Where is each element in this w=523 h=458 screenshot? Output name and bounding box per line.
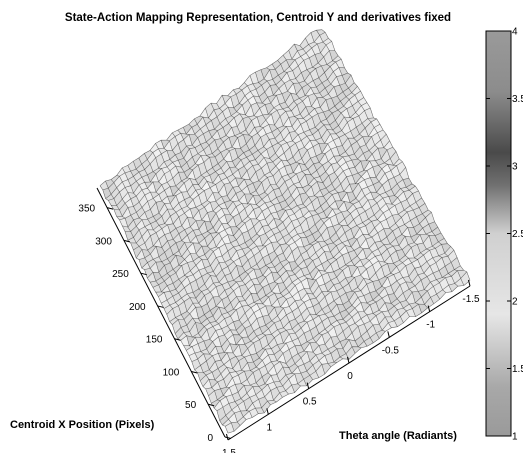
y-axis-label: Theta angle (Radiants) bbox=[339, 430, 457, 442]
y-tick-label: 0.5 bbox=[303, 397, 317, 408]
colorbar-tick-label: 2.5 bbox=[512, 229, 523, 240]
colorbar-tick-label: 4 bbox=[512, 27, 518, 38]
colorbar-tick-label: 3 bbox=[512, 162, 518, 173]
x-tick-label: 200 bbox=[129, 302, 146, 313]
colorbar-tick-label: 2 bbox=[512, 297, 518, 308]
colorbar-tick-label: 3.5 bbox=[512, 94, 523, 105]
colorbar-tick-label: 1 bbox=[512, 432, 518, 443]
y-tick-label: -1.5 bbox=[462, 294, 480, 305]
y-tick-label: -1 bbox=[426, 320, 435, 331]
x-tick-label: 150 bbox=[146, 335, 163, 346]
x-tick-label: 350 bbox=[78, 204, 95, 215]
colorbar-tick-label: 1.5 bbox=[512, 364, 523, 375]
chart-title: State-Action Mapping Representation, Cen… bbox=[65, 12, 451, 24]
x-tick-label: 0 bbox=[207, 433, 213, 444]
x-axis: 0 50 100 150 200 250 300 350 bbox=[78, 187, 232, 444]
x-tick-label: 100 bbox=[163, 367, 180, 378]
y-tick-label: -0.5 bbox=[382, 345, 400, 356]
y-tick-label: 1.5 bbox=[222, 448, 236, 453]
y-tick-label: 0 bbox=[347, 371, 353, 382]
x-tick-label: 250 bbox=[112, 269, 129, 280]
x-axis-label: Centroid X Position (Pixels) bbox=[10, 419, 155, 431]
x-tick-label: 300 bbox=[95, 236, 112, 247]
x-tick-label: 50 bbox=[185, 400, 197, 411]
surface-mesh bbox=[99, 29, 471, 434]
y-tick-label: 1 bbox=[267, 422, 273, 433]
colorbar-ticks: 1 1.5 2 2.5 3 3.5 4 bbox=[486, 27, 523, 443]
